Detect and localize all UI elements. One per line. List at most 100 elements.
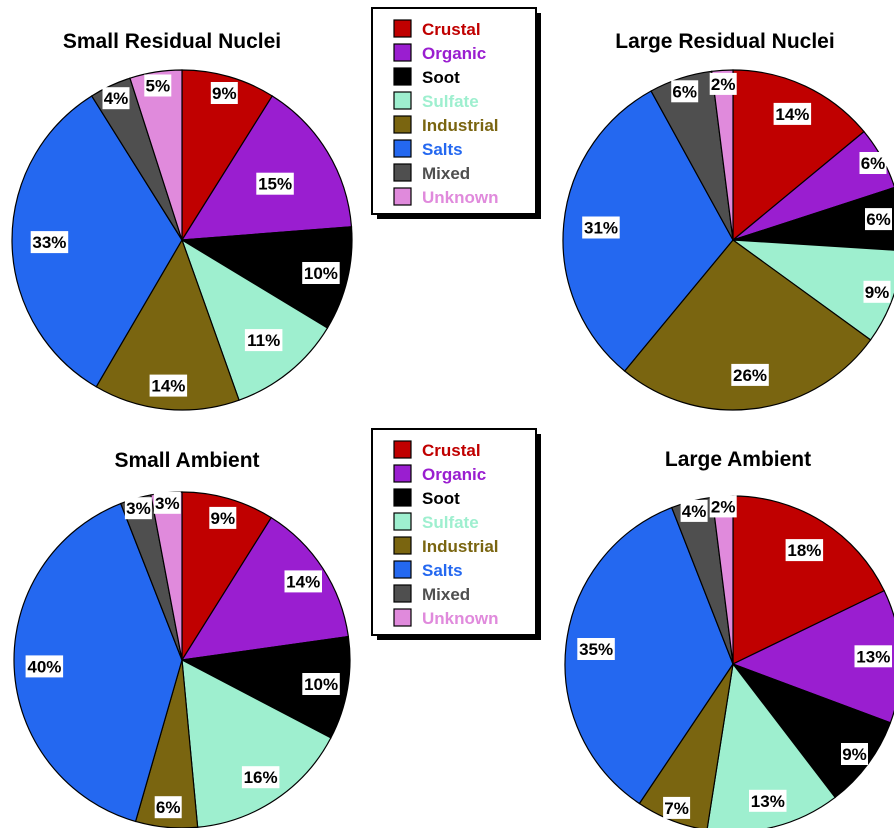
data-label-box (709, 72, 737, 95)
data-label-box (863, 280, 891, 303)
data-label-box (671, 80, 699, 103)
data-label-mixed: 4% (680, 499, 708, 522)
legend-item-organic: Organic (393, 464, 486, 484)
data-label-box (709, 495, 737, 518)
legend-item-unknown: Unknown (393, 608, 499, 628)
data-label-organic: 15% (256, 172, 294, 195)
legend-label-sulfate: Sulfate (422, 513, 479, 532)
data-label-text: 9% (211, 509, 236, 528)
data-label-text: 15% (258, 175, 292, 194)
data-label-text: 16% (244, 768, 278, 787)
data-label-box (144, 74, 172, 97)
data-label-text: 33% (32, 233, 66, 252)
legend-label-soot: Soot (422, 489, 460, 508)
data-label-text: 6% (672, 82, 697, 101)
data-label-text: 6% (861, 154, 886, 173)
data-label-text: 10% (304, 264, 338, 283)
legend-item-salts: Salts (393, 139, 463, 159)
legend-label-industrial: Industrial (422, 116, 499, 135)
data-label-organic: 13% (854, 645, 892, 668)
data-label-text: 26% (733, 366, 767, 385)
data-label-box (663, 796, 691, 819)
data-label-industrial: 7% (663, 796, 691, 819)
legend-bottom: Crustal Organic Soot Sulfate Industrial Salts… (371, 428, 541, 640)
data-label-box (241, 766, 280, 789)
data-label-soot: 9% (841, 743, 868, 765)
legend-item-industrial: Industrial (393, 536, 499, 556)
data-label-text: 35% (579, 640, 613, 659)
data-label-box (210, 82, 238, 104)
data-label-box (102, 87, 130, 110)
data-label-box (859, 152, 887, 174)
legend-item-organic: Organic (393, 43, 486, 63)
data-label-box (30, 231, 69, 254)
data-label-sulfate: 16% (241, 766, 280, 789)
pie-slice-salts (562, 90, 734, 372)
data-label-crustal: 9% (209, 506, 237, 529)
legend-label-salts: Salts (422, 140, 463, 159)
legend-item-industrial: Industrial (393, 115, 499, 135)
data-label-text: 13% (856, 647, 890, 666)
data-label-mixed: 3% (124, 497, 152, 520)
legend-top: Crustal Organic Soot Sulfate Industrial Salts… (371, 7, 541, 219)
pie-slice-unknown (129, 69, 183, 241)
legend-label-soot: Soot (422, 68, 460, 87)
data-label-box (854, 645, 892, 668)
data-label-box (153, 491, 181, 514)
legend-label-crustal: Crustal (422, 20, 481, 39)
data-label-crustal: 9% (210, 82, 238, 104)
data-label-box (154, 796, 182, 819)
data-label-soot: 10% (302, 673, 340, 695)
pie-slice-sulfate (181, 658, 332, 828)
pie-slice-organic (180, 516, 350, 661)
legend-label-mixed: Mixed (422, 164, 470, 183)
legend-swatch-industrial (393, 536, 412, 555)
data-label-soot: 10% (302, 262, 340, 284)
legend-item-salts: Salts (393, 560, 463, 580)
data-label-industrial: 14% (149, 374, 188, 397)
data-label-text: 6% (866, 210, 891, 229)
data-label-box (577, 638, 615, 660)
data-label-box (773, 102, 812, 125)
pie-slice-soot (732, 187, 894, 251)
data-label-sulfate: 11% (244, 329, 283, 352)
pie-chart-large-residual-nuclei: Large Residual Nuclei 14% 6% 6% 9% 26% 31% 6% 2% (562, 30, 894, 411)
legend-swatch-industrial (393, 115, 412, 134)
pie-slice-sulfate (730, 239, 894, 341)
data-label-text: 18% (787, 541, 821, 560)
data-label-text: 31% (584, 219, 618, 238)
legend-swatch-unknown (393, 608, 412, 627)
legend-swatch-organic (393, 464, 412, 483)
data-label-box (149, 374, 188, 397)
data-label-box (256, 172, 294, 195)
legend-item-sulfate: Sulfate (393, 512, 479, 532)
data-label-text: 11% (247, 331, 280, 350)
data-label-text: 5% (146, 77, 171, 96)
data-label-text: 14% (775, 105, 809, 124)
data-label-unknown: 2% (709, 72, 737, 95)
legend-swatch-crustal (393, 19, 412, 38)
legend-label-organic: Organic (422, 465, 486, 484)
legend-swatch-mixed (393, 584, 412, 603)
legend-swatch-organic (393, 43, 412, 62)
data-label-industrial: 26% (731, 363, 769, 386)
legend-box (371, 7, 537, 215)
legend-swatch-mixed (393, 163, 412, 182)
legend-item-soot: Soot (393, 67, 460, 87)
data-label-box (302, 673, 340, 695)
pie-slice-sulfate (180, 238, 329, 401)
pie-slice-crustal (181, 491, 273, 663)
pie-slice-unknown (711, 69, 734, 241)
legend-item-soot: Soot (393, 488, 460, 508)
data-label-unknown: 3% (153, 491, 181, 514)
data-label-text: 14% (286, 572, 320, 591)
pie-slice-crustal (181, 69, 274, 243)
legend-swatch-soot (393, 67, 412, 86)
legend-swatch-sulfate (393, 91, 412, 110)
pie-slice-organic (731, 589, 894, 724)
data-label-soot: 6% (865, 208, 892, 231)
data-label-box (25, 655, 64, 678)
data-label-sulfate: 9% (863, 280, 891, 303)
data-label-box (124, 497, 152, 520)
legend-item-mixed: Mixed (393, 163, 470, 183)
